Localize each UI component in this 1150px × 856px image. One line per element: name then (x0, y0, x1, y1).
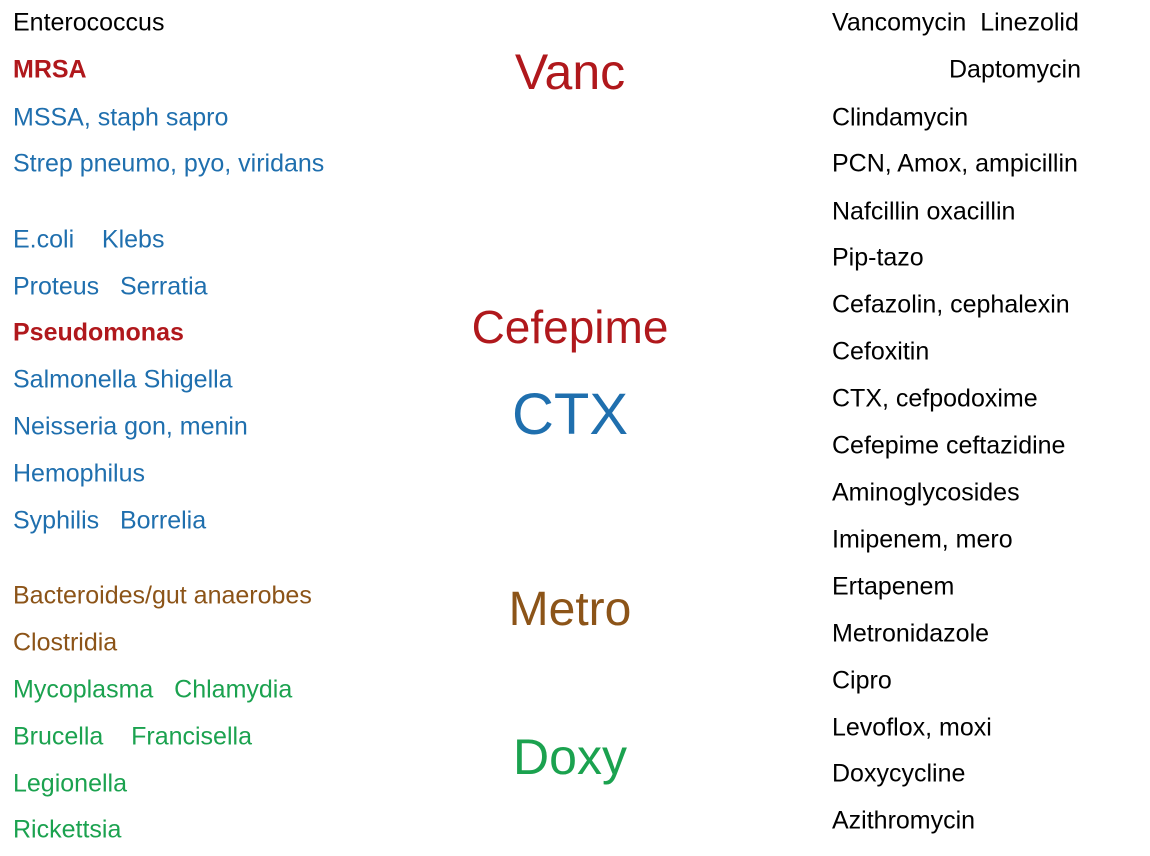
organism: Proteus Serratia (13, 272, 208, 301)
antibiotic: Cefazolin, cephalexin (832, 290, 1070, 319)
organism: Bacteroides/gut anaerobes (13, 581, 312, 610)
antibiotic: Cefepime ceftazidine (832, 431, 1066, 460)
drug-class: Doxy (513, 729, 627, 785)
drug-class: Metro (508, 583, 632, 636)
antibiotic: Clindamycin (832, 103, 969, 132)
organism: Hemophilus (13, 459, 146, 488)
antibiotic: Imipenem, mero (832, 525, 1013, 554)
organism: Enterococcus (13, 8, 165, 37)
antibiotic: PCN, Amox, ampicillin (832, 149, 1078, 178)
organism: Clostridia (13, 628, 118, 657)
antibiotic: Aminoglycosides (832, 478, 1020, 507)
organism: Brucella Francisella (13, 722, 252, 751)
organism: Salmonella Shigella (13, 365, 233, 394)
organism: Neisseria gon, menin (13, 412, 248, 441)
drug-class: Vanc (514, 44, 626, 100)
antibiotic: Cipro (832, 666, 892, 695)
organism: MRSA (13, 55, 87, 84)
antibiotic: Vancomycin Linezolid (832, 8, 1079, 37)
antibiotic: Ertapenem (832, 572, 955, 601)
antibiotic: Metronidazole (832, 619, 990, 648)
antibiotic: Levoflox, moxi (832, 713, 992, 742)
organism: MSSA, staph sapro (13, 103, 229, 132)
organism: Strep pneumo, pyo, viridans (13, 149, 325, 178)
antibiotic: Daptomycin (949, 55, 1081, 84)
drug-class: CTX (512, 382, 628, 447)
organism: Pseudomonas (13, 318, 184, 347)
antibiotic: Pip-tazo (832, 243, 924, 272)
antibiotic: Doxycycline (832, 759, 966, 788)
antibiotic: Azithromycin (832, 806, 976, 835)
antibiotic: Cefoxitin (832, 337, 930, 366)
organism: Legionella (13, 769, 127, 798)
antibiotic: Nafcillin oxacillin (832, 197, 1016, 226)
organism: Rickettsia (13, 815, 122, 844)
antibiotic: CTX, cefpodoxime (832, 384, 1038, 413)
drug-class: Cefepime (471, 301, 669, 353)
organism: Syphilis Borrelia (13, 506, 207, 535)
organism: E.coli Klebs (13, 225, 165, 254)
organism: Mycoplasma Chlamydia (13, 675, 293, 704)
